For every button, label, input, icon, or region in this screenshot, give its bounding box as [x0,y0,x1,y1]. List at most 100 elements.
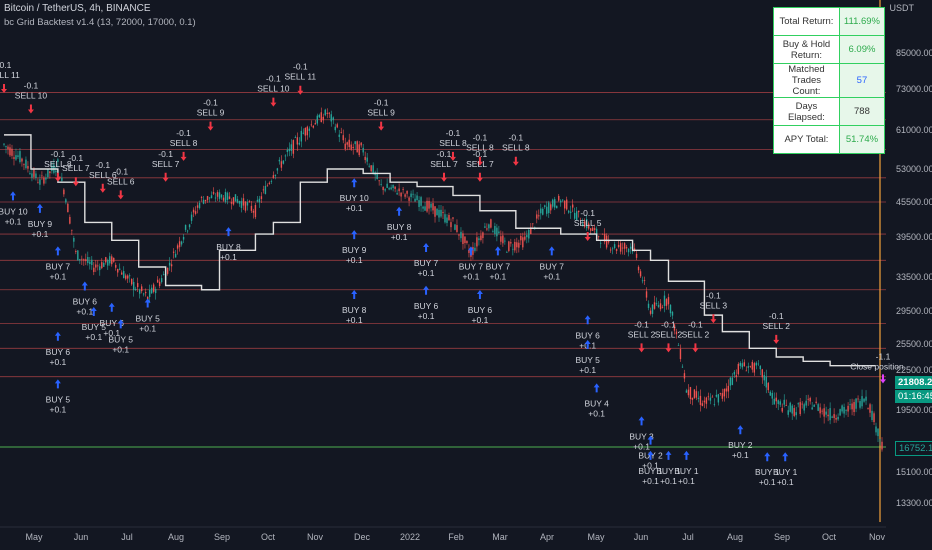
sell-arrow-icon [72,177,79,187]
sell-signal[interactable]: SELL 3-0.1 [700,290,728,324]
buy-signal[interactable]: BUY 10+0.1 [0,191,28,226]
buy-arrow-icon [81,281,88,291]
candle-body [260,196,263,199]
buy-signal[interactable]: BUY 6+0.1 [73,281,98,317]
candle-body [635,253,638,258]
signal-qty: +0.1 [76,307,93,317]
buy-signal[interactable]: BUY 2+0.1 [728,425,753,460]
buy-signal[interactable]: BUY 8+0.1 [216,227,241,262]
buy-signal[interactable]: BUY 7+0.1 [459,246,484,281]
signal-qty: -0.1 [203,98,218,108]
signal-label: BUY 6 [575,330,600,340]
sell-signal[interactable]: SELL 9-0.1 [367,98,395,131]
buy-signal[interactable]: BUY 5+0.1 [135,298,160,334]
buy-signal[interactable]: BUY 6+0.1 [414,285,439,321]
candle-body [61,177,63,181]
buy-signal[interactable]: BUY 5+0.1 [82,307,107,342]
candle-body [135,288,137,290]
signal-qty: -0.1 [688,319,703,329]
buy-signal[interactable]: BUY 7+0.1 [46,246,71,281]
buy-signal[interactable]: BUY 1+0.1 [638,450,663,486]
buy-signal[interactable]: BUY 6+0.1 [46,331,71,367]
buy-signal[interactable]: BUY 7+0.1 [540,246,565,281]
candle-body [679,348,682,360]
candle-body [546,206,548,214]
candle-body [376,173,378,180]
sell-signal[interactable]: SELL 7-0.1 [62,153,90,187]
buy-signal[interactable]: BUY 8+0.1 [387,206,412,242]
sell-signal[interactable]: SELL 6-0.1 [89,160,117,193]
buy-signal[interactable]: BUY 3+0.1 [629,416,654,451]
buy-signal[interactable]: BUY 5+0.1 [109,319,134,354]
candle-body [154,288,157,294]
candle-body [655,303,658,305]
buy-signal[interactable]: BUY 5+0.1 [46,379,71,414]
candle-body [725,388,728,392]
candle-body [607,240,610,243]
candle-body [408,197,410,201]
candle-body [244,201,247,211]
candle-body [741,363,744,368]
candle-body [89,261,91,265]
sell-arrow-icon [773,334,780,344]
candle-body [591,227,594,231]
sell-signal[interactable]: SELL 8-0.1 [502,133,530,166]
sell-arrow-icon [207,121,214,131]
sell-signal[interactable]: SELL 8-0.1 [170,128,198,161]
candle-body [484,226,486,228]
sell-signal[interactable]: SELL 2-0.1 [682,319,710,353]
buy-signal[interactable]: BUY 1+0.1 [656,450,681,486]
sell-signal[interactable]: SELL 8-0.1 [466,133,494,166]
signal-qty: -0.1 [446,128,461,138]
sell-signal[interactable]: SELL 7-0.1 [430,149,458,182]
candle-body [43,177,45,184]
candle-body [821,410,823,412]
sell-signal[interactable]: SELL 10-0.1 [15,81,48,114]
candle-body [629,246,632,249]
sell-signal[interactable]: SELL 8-0.1 [44,149,72,182]
buy-signal[interactable]: BUY 8+0.1 [342,290,367,325]
buy-signal[interactable]: BUY 4+0.1 [584,383,609,418]
buy-signal[interactable]: BUY 9+0.1 [28,203,53,239]
sell-signal[interactable]: SELL 2-0.1 [762,311,790,344]
candle-body [368,165,370,167]
buy-signal[interactable]: BUY 1+0.1 [674,450,699,486]
buy-signal[interactable]: BUY 1+0.1 [773,452,798,487]
buy-signal[interactable]: BUY 6+0.1 [468,290,493,325]
sell-signal[interactable]: SELL 10-0.1 [257,74,290,107]
sell-signal[interactable]: SELL 6-0.1 [107,166,135,200]
sell-signal[interactable]: SELL 11-0.1 [0,60,20,93]
buy-signal[interactable]: BUY 7+0.1 [414,243,439,278]
buy-signal[interactable]: BUY 10+0.1 [340,178,369,213]
sell-signal[interactable]: SELL 7-0.1 [466,149,494,182]
candle-body [813,404,815,407]
sell-arrow-icon [638,343,645,353]
candle-body [91,259,93,265]
sell-signal[interactable]: SELL 5-0.1 [574,208,602,241]
buy-arrow-icon [225,227,232,237]
signal-label: BUY 8 [342,305,367,315]
sell-signal[interactable]: SELL 8-0.1 [439,128,467,161]
candle-body [492,231,494,233]
candle-body [500,236,502,242]
buy-signal[interactable]: BUY 9+0.1 [342,230,367,265]
buy-signal[interactable]: BUY 1+0.1 [755,452,780,487]
candle-body [583,221,586,227]
buy-signal[interactable]: BUY 7+0.1 [486,246,511,281]
candle-body [320,112,322,123]
buy-signal[interactable]: BUY 5+0.1 [575,340,600,375]
sell-signal[interactable]: SELL 9-0.1 [197,98,225,131]
sell-signal[interactable]: SELL 2-0.1 [655,319,683,353]
candle-body [562,199,564,201]
buy-signal[interactable]: BUY 6+0.1 [100,302,125,338]
sell-signal[interactable]: SELL 7-0.1 [152,149,180,182]
candle-body [595,228,598,236]
sell-signal[interactable]: SELL 2-0.1 [628,319,656,353]
y-tick-label: 29500.00 [896,306,932,316]
candle-body [146,296,149,300]
signal-label: BUY 10 [340,193,369,203]
candle-body [294,137,297,139]
candle-body [362,147,364,153]
sell-signal[interactable]: SELL 11-0.1 [284,62,316,95]
